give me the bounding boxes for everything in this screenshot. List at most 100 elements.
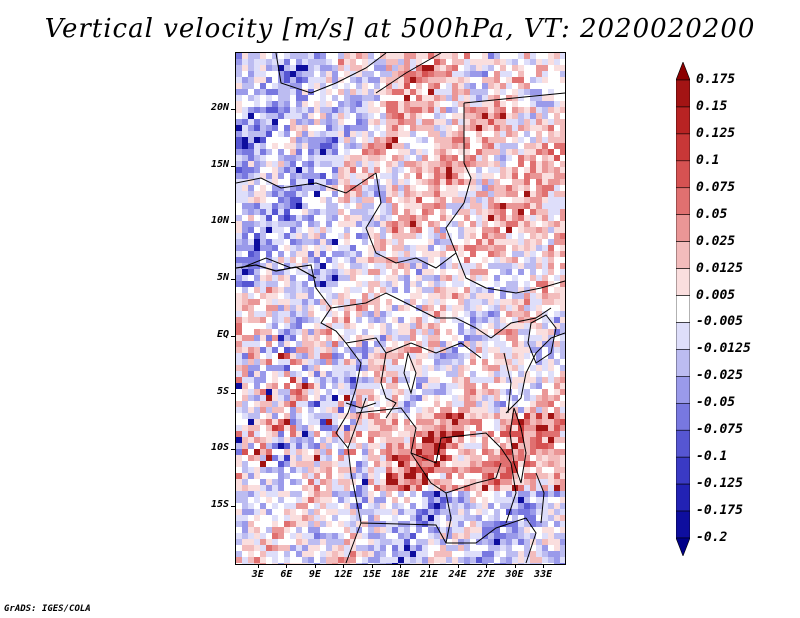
- field-cell: [410, 431, 416, 437]
- field-cell: [530, 365, 536, 371]
- field-cell: [290, 527, 296, 533]
- field-cell: [488, 527, 494, 533]
- field-cell: [368, 281, 374, 287]
- field-cell: [236, 167, 242, 173]
- field-cell: [266, 137, 272, 143]
- field-cell: [482, 371, 488, 377]
- field-cell: [482, 215, 488, 221]
- field-cell: [308, 101, 314, 107]
- field-cell: [314, 143, 320, 149]
- field-cell: [254, 395, 260, 401]
- field-cell: [308, 185, 314, 191]
- field-cell: [554, 179, 560, 185]
- field-cell: [476, 449, 482, 455]
- field-cell: [422, 419, 428, 425]
- field-cell: [332, 557, 338, 563]
- field-cell: [308, 551, 314, 557]
- field-cell: [500, 479, 506, 485]
- lat-tick-label: 20N: [210, 101, 229, 113]
- field-cell: [278, 317, 284, 323]
- field-cell: [302, 275, 308, 281]
- field-cell: [284, 545, 290, 551]
- field-cell: [290, 425, 296, 431]
- field-cell: [248, 269, 254, 275]
- field-cell: [326, 359, 332, 365]
- field-cell: [302, 521, 308, 527]
- field-cell: [398, 479, 404, 485]
- field-cell: [548, 485, 554, 491]
- field-cell: [380, 71, 386, 77]
- field-cell: [428, 527, 434, 533]
- field-cell: [356, 65, 362, 71]
- field-cell: [356, 161, 362, 167]
- field-cell: [386, 551, 392, 557]
- field-cell: [308, 107, 314, 113]
- field-cell: [500, 77, 506, 83]
- field-cell: [560, 311, 565, 317]
- field-cell: [524, 389, 530, 395]
- field-cell: [302, 545, 308, 551]
- field-cell: [254, 467, 260, 473]
- field-cell: [380, 455, 386, 461]
- field-cell: [542, 245, 548, 251]
- field-cell: [482, 209, 488, 215]
- field-cell: [452, 491, 458, 497]
- field-cell: [488, 425, 494, 431]
- field-cell: [506, 539, 512, 545]
- field-cell: [398, 371, 404, 377]
- field-cell: [314, 383, 320, 389]
- field-cell: [404, 179, 410, 185]
- field-cell: [350, 401, 356, 407]
- field-cell: [506, 515, 512, 521]
- field-cell: [290, 59, 296, 65]
- field-cell: [416, 197, 422, 203]
- field-cell: [326, 341, 332, 347]
- field-cell: [428, 413, 434, 419]
- field-cell: [416, 293, 422, 299]
- field-cell: [530, 167, 536, 173]
- field-cell: [344, 467, 350, 473]
- field-cell: [500, 461, 506, 467]
- field-cell: [470, 473, 476, 479]
- field-cell: [512, 113, 518, 119]
- field-cell: [278, 107, 284, 113]
- field-cell: [524, 353, 530, 359]
- field-cell: [356, 179, 362, 185]
- field-cell: [290, 251, 296, 257]
- field-cell: [398, 485, 404, 491]
- field-cell: [350, 353, 356, 359]
- field-cell: [290, 263, 296, 269]
- field-cell: [254, 455, 260, 461]
- field-cell: [380, 173, 386, 179]
- field-cell: [428, 101, 434, 107]
- field-cell: [266, 329, 272, 335]
- field-cell: [236, 557, 242, 563]
- field-cell: [500, 449, 506, 455]
- field-cell: [500, 467, 506, 473]
- field-cell: [260, 215, 266, 221]
- field-cell: [548, 539, 554, 545]
- field-cell: [524, 101, 530, 107]
- field-cell: [338, 509, 344, 515]
- field-cell: [356, 263, 362, 269]
- field-cell: [416, 173, 422, 179]
- lon-tick: [314, 564, 316, 568]
- field-cell: [344, 527, 350, 533]
- field-cell: [422, 551, 428, 557]
- field-cell: [458, 479, 464, 485]
- field-cell: [272, 389, 278, 395]
- field-cell: [296, 461, 302, 467]
- field-cell: [272, 431, 278, 437]
- field-cell: [452, 137, 458, 143]
- field-cell: [314, 305, 320, 311]
- field-cell: [500, 245, 506, 251]
- field-cell: [338, 347, 344, 353]
- field-cell: [326, 263, 332, 269]
- field-cell: [458, 551, 464, 557]
- field-cell: [518, 239, 524, 245]
- field-cell: [536, 77, 542, 83]
- field-cell: [440, 359, 446, 365]
- field-cell: [548, 323, 554, 329]
- field-cell: [494, 107, 500, 113]
- field-cell: [248, 179, 254, 185]
